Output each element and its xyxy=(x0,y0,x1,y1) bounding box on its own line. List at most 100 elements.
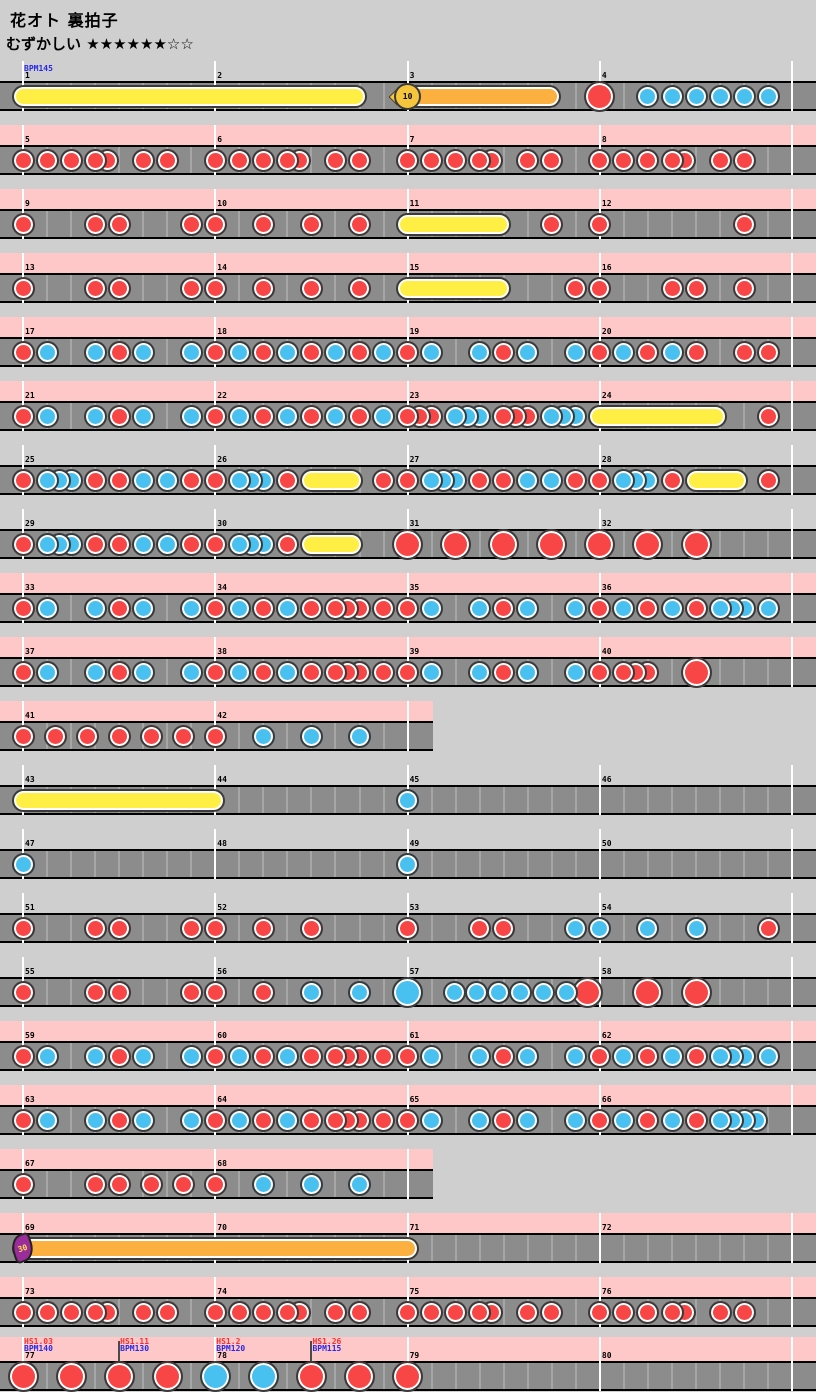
beat-line xyxy=(743,915,746,941)
beat-line xyxy=(695,1299,698,1325)
ka-note xyxy=(660,84,684,108)
measure-number: 36 xyxy=(601,583,612,592)
beat-line xyxy=(671,211,673,237)
big-don-note xyxy=(344,1360,376,1392)
don-note xyxy=(11,212,35,236)
beat-line xyxy=(526,1235,529,1261)
don-note xyxy=(564,468,588,492)
ka-note xyxy=(708,596,732,620)
beat-line xyxy=(622,979,625,1005)
beat-line xyxy=(334,723,337,749)
don-note xyxy=(203,468,227,492)
don-note xyxy=(251,404,275,428)
beat-line xyxy=(478,787,481,813)
measure-line xyxy=(791,381,794,431)
beat-line xyxy=(502,787,505,813)
measure-line xyxy=(598,829,601,879)
don-note xyxy=(11,148,35,172)
don-note xyxy=(420,148,444,172)
measure-number: 50 xyxy=(601,839,612,848)
ka-note xyxy=(227,660,251,684)
big-don-note xyxy=(488,528,520,560)
don-note xyxy=(492,1044,516,1068)
don-note xyxy=(107,1044,131,1068)
beat-line xyxy=(526,851,529,877)
ka-note xyxy=(660,340,684,364)
beat-line xyxy=(719,275,722,301)
big-don-note xyxy=(151,1360,183,1392)
don-note xyxy=(203,724,227,748)
measure-number: 62 xyxy=(601,1031,612,1040)
don-note xyxy=(684,1108,708,1132)
don-note xyxy=(203,276,227,300)
ka-note xyxy=(516,596,540,620)
measure-number: 58 xyxy=(601,967,612,976)
don-note xyxy=(396,1300,420,1324)
ka-note xyxy=(612,468,636,492)
don-note xyxy=(83,1300,107,1324)
measure-number: 54 xyxy=(601,903,612,912)
don-note xyxy=(732,276,756,300)
don-note xyxy=(372,468,396,492)
ka-note xyxy=(420,1108,444,1132)
beat-line xyxy=(719,851,722,877)
measure-line xyxy=(791,637,794,687)
ka-note xyxy=(420,468,444,492)
don-note xyxy=(636,340,660,364)
ka-note xyxy=(11,852,35,876)
beat-line xyxy=(430,979,433,1005)
ka-note xyxy=(299,980,323,1004)
beat-line xyxy=(550,1107,553,1133)
balloon-count: 10 xyxy=(402,91,413,101)
ka-note xyxy=(131,532,155,556)
don-note xyxy=(107,468,131,492)
don-note xyxy=(43,724,67,748)
beat-line xyxy=(286,787,289,813)
don-note xyxy=(11,980,35,1004)
measure-line xyxy=(598,957,601,1007)
don-note xyxy=(203,1172,227,1196)
measure-number: 33 xyxy=(25,583,35,592)
don-note xyxy=(299,340,323,364)
beat-line xyxy=(526,531,529,557)
don-note xyxy=(275,532,299,556)
beat-line xyxy=(286,211,289,237)
don-note xyxy=(227,148,251,172)
beat-line xyxy=(382,1363,385,1389)
beat-line xyxy=(166,659,169,685)
don-note xyxy=(179,532,203,556)
beat-line xyxy=(646,211,649,237)
ka-note xyxy=(275,660,299,684)
beat-line xyxy=(286,1363,289,1389)
ka-note xyxy=(756,1044,780,1068)
don-note xyxy=(275,148,299,172)
beat-line xyxy=(310,851,313,877)
ka-note xyxy=(83,1108,107,1132)
measure-number: 25 xyxy=(25,455,35,464)
don-note xyxy=(708,1300,732,1324)
beat-line xyxy=(166,275,169,301)
don-note xyxy=(468,916,492,940)
beat-line xyxy=(743,531,746,557)
beat-line xyxy=(574,1299,577,1325)
measure-number: 38 xyxy=(217,647,227,656)
don-note xyxy=(83,148,107,172)
ka-note xyxy=(564,1108,588,1132)
don-note xyxy=(299,660,323,684)
beat-line xyxy=(70,1043,73,1069)
measure-number: 40 xyxy=(601,647,612,656)
beat-line xyxy=(646,1363,649,1389)
beat-line xyxy=(262,787,265,813)
don-note xyxy=(612,148,636,172)
beat-line xyxy=(622,275,625,301)
don-note xyxy=(540,148,564,172)
ka-note xyxy=(299,724,323,748)
beat-line xyxy=(310,147,313,173)
big-don-note xyxy=(103,1360,135,1392)
don-note xyxy=(708,148,732,172)
don-note xyxy=(516,1300,540,1324)
beat-line xyxy=(70,275,73,301)
don-note xyxy=(251,596,275,620)
don-note xyxy=(420,1300,444,1324)
measure-number: 63 xyxy=(25,1095,35,1104)
